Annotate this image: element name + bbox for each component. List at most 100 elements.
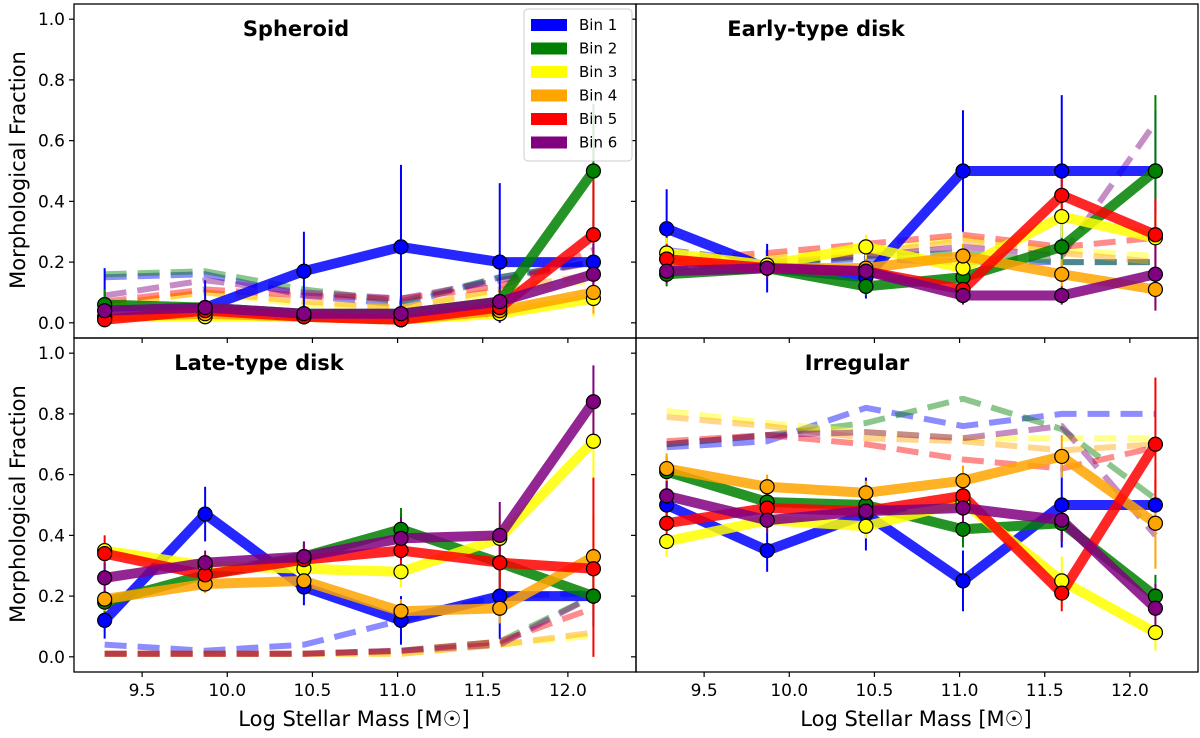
legend-label: Bin 5 — [579, 110, 617, 128]
dashed-line-bin-4 — [666, 413, 1156, 454]
data-point — [1147, 281, 1164, 298]
legend-label: Bin 6 — [579, 134, 617, 152]
plot-area — [97, 365, 602, 657]
data-point — [659, 221, 675, 237]
data-point — [1054, 239, 1070, 255]
legend-label: Bin 3 — [579, 63, 617, 81]
x-tick-label: 12.0 — [549, 681, 587, 701]
dashed-line-bin-1 — [666, 404, 1156, 451]
legend: Bin 1 Bin 2 Bin 3 Bin 4 Bin 5 Bin 6 — [523, 8, 633, 162]
data-point — [585, 227, 602, 243]
data-point — [97, 612, 113, 628]
data-point — [585, 266, 602, 282]
x-tick-label: 9.5 — [129, 681, 156, 701]
data-point — [858, 518, 874, 534]
y-tick-label: 0.2 — [38, 587, 65, 607]
dashed-line-bin-6 — [104, 593, 595, 657]
data-point — [1054, 208, 1070, 225]
series-line-bin-5 — [103, 545, 594, 580]
legend-swatch — [531, 19, 567, 31]
data-point — [659, 263, 675, 279]
data-point — [492, 555, 508, 571]
panel-3: 9.5 10.0 10.5 11.0 11.5 12.0 0.0 0.2 0.4 0.6 0.8 1.… — [38, 337, 637, 701]
series-line-bin-1 — [664, 500, 1156, 588]
data-point — [858, 278, 874, 294]
y-tick-label: 0.8 — [38, 71, 65, 91]
data-point — [1147, 600, 1164, 616]
data-point — [393, 564, 409, 580]
data-point — [955, 163, 971, 179]
panel-1: 0.0 0.2 0.4 0.6 0.8 1.0 Spheroid — [38, 3, 637, 343]
panel-2: Early-type disk — [631, 3, 1199, 343]
dashed-line-bin-4 — [104, 629, 594, 657]
data-point — [585, 561, 602, 577]
legend-swatch — [531, 136, 567, 149]
data-point — [1054, 512, 1070, 528]
panel-title: Spheroid — [243, 17, 349, 41]
plot-area — [659, 95, 1164, 311]
legend-label: Bin 2 — [579, 40, 617, 58]
y-tick-label: 0.6 — [38, 466, 65, 486]
data-point — [1147, 227, 1164, 243]
data-point — [585, 163, 602, 179]
dashed-line-bin-2 — [666, 395, 1158, 502]
panel-title: Early-type disk — [727, 17, 906, 41]
x-tick-label: 11.5 — [1026, 681, 1064, 701]
data-point — [296, 263, 312, 279]
dashed-line-bin-5 — [104, 605, 595, 657]
dashed-line-bin-3 — [104, 632, 594, 657]
y-tick-label: 0.2 — [38, 253, 65, 273]
data-point — [1054, 497, 1070, 513]
data-point — [492, 293, 508, 310]
series-line-bin-4 — [103, 552, 596, 617]
data-point — [955, 248, 971, 264]
data-point — [1054, 163, 1070, 179]
data-point — [1054, 187, 1070, 203]
data-point — [858, 239, 874, 255]
data-point — [659, 488, 675, 504]
data-point — [1054, 448, 1070, 465]
xlabel-left: Log Stellar Mass [M☉] — [238, 707, 469, 731]
panel-title: Irregular — [805, 351, 910, 375]
x-tick-label: 11.0 — [941, 681, 979, 701]
y-tick-label: 0.0 — [38, 648, 65, 668]
y-tick-label: 0.8 — [38, 405, 65, 425]
data-point — [197, 555, 213, 571]
data-point — [1147, 624, 1164, 641]
dashed-line-bin-3 — [666, 407, 1156, 442]
x-tick-label: 10.0 — [208, 681, 246, 701]
data-point — [1147, 497, 1164, 513]
data-point — [1147, 436, 1164, 452]
data-point — [1054, 266, 1070, 282]
panel-frame — [635, 337, 1199, 673]
x-tick-label: 11.0 — [379, 681, 417, 701]
data-point — [659, 533, 675, 550]
data-point — [197, 300, 213, 316]
data-point — [296, 306, 312, 322]
data-point — [955, 573, 971, 589]
data-point — [858, 503, 874, 519]
data-point — [955, 473, 971, 489]
series-line-bin-6 — [666, 263, 1157, 301]
legend-swatch — [531, 89, 567, 102]
data-point — [97, 570, 113, 586]
data-point — [1054, 585, 1070, 601]
legend-label: Bin 4 — [579, 87, 617, 105]
panel-title: Late-type disk — [174, 351, 345, 375]
xlabel-right: Log Stellar Mass [M☉] — [800, 707, 1031, 731]
data-point — [759, 512, 775, 528]
data-point — [759, 542, 775, 559]
x-tick-label: 9.5 — [691, 681, 718, 701]
dashed-line-bin-5 — [666, 231, 1156, 263]
data-point — [492, 600, 508, 616]
data-point — [393, 239, 409, 255]
data-point — [296, 573, 312, 589]
x-tick-label: 10.5 — [293, 681, 331, 701]
y-tick-label: 1.0 — [38, 344, 65, 364]
x-tick-label: 10.5 — [855, 681, 893, 701]
panel-4: 9.5 10.0 10.5 11.0 11.5 12.0 Irregular — [631, 337, 1199, 701]
data-point — [858, 263, 874, 279]
legend-label: Bin 1 — [579, 16, 617, 34]
dashed-line-bin-6 — [666, 423, 1158, 538]
x-tick-label: 11.5 — [464, 681, 502, 701]
